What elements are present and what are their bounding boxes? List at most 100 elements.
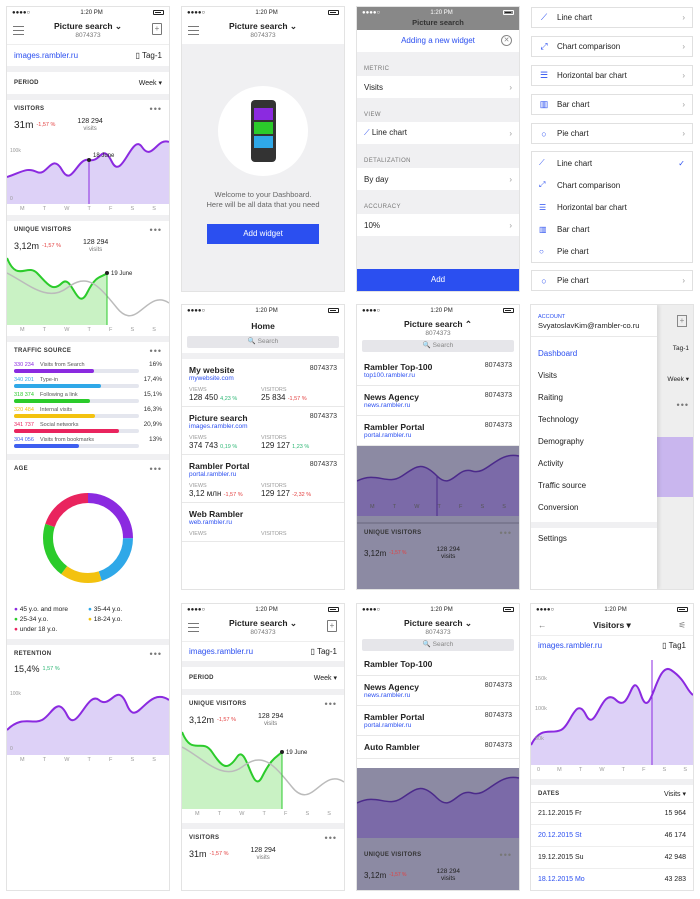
chart-type-option[interactable]: ☰ Horizontal bar chart [539,202,627,212]
traffic-source-bar [14,429,139,433]
site-card[interactable]: 8074373 My website mywebsite.com VIEWS VISI… [182,359,344,407]
site-option[interactable]: 8074373 Auto Rambler [357,736,519,759]
menu-icon[interactable] [188,26,199,38]
dashboard-screen: ●●●●○ 1:20 PM Picture search ⌄ 8074373 + … [7,7,169,890]
more-icon[interactable]: ••• [324,833,337,843]
site-option[interactable]: 8074373 Rambler Portal portal.rambler.ru [357,416,519,446]
view-select[interactable]: ⟋ Line chart › [357,122,519,144]
account-email[interactable]: SvyatoslavKim@rambler-co.ru [538,321,640,330]
traffic-source-bar-fill [14,414,96,418]
site-card[interactable]: 8074373 Rambler Portal portal.rambler.ru V… [182,455,344,503]
chart-comparison-icon: ⤢ [540,41,548,51]
visitors-detail-chart: 150k 100k 50k [531,660,693,765]
menu-item[interactable]: Visits [538,371,557,380]
search-input[interactable]: 🔍 Search [362,340,514,352]
chart-type-pie-chart[interactable]: ○ Pie chart › [531,270,693,291]
more-icon[interactable]: ••• [324,699,337,709]
search-input[interactable]: 🔍 Search [187,336,339,348]
site-card[interactable]: 8074373 Picture search images.rambler.com … [182,407,344,455]
chart-type-option[interactable]: ▥ Bar chart [539,224,590,234]
menu-item[interactable]: Technology [538,415,579,424]
app-title[interactable]: Picture search ⌄ [53,21,123,31]
pie-chart-icon: ○ [541,275,547,286]
period-row[interactable]: PERIOD Week ▾ [14,80,162,87]
site-dropdown-screen: ●●●●○ 1:20 PM Picture search ⌃ 8074373 🔍 S… [357,305,519,589]
menu-item-settings[interactable]: Settings [538,534,567,543]
metric-select[interactable]: Visits › [357,76,519,98]
site-option[interactable]: 8074373 Rambler Portal portal.rambler.ru [357,706,519,736]
chart-type-option[interactable]: ⟋ Line chart › [531,7,693,28]
site-option[interactable]: 8074373 News Agency news.rambler.ru [357,676,519,706]
more-icon[interactable]: ••• [149,649,162,659]
chart-type-option[interactable]: ○ Pie chart › [531,123,693,144]
svg-text:150k: 150k [535,676,547,682]
chart-comparison-icon: ⤢ [539,180,546,189]
unique-visitors-screen: ●●●●○ 1:20 PM Picture search ⌄ 8074373 + im… [182,604,344,890]
welcome-screen: ●●●●○ 1:20 PM Picture search ⌄ 8074373 Wel… [182,7,344,291]
search-input[interactable]: 🔍 Search [362,639,514,651]
chart-type-option[interactable]: ⤢ Chart comparison [539,180,621,190]
retention-chart: 100k 0 [7,691,169,755]
menu-item[interactable]: Traffic source [538,481,587,490]
close-icon[interactable]: ✕ [501,35,512,46]
add-widget-icon[interactable]: + [677,315,687,327]
more-icon[interactable]: ••• [149,346,162,356]
age-legend: ● 45 y.o. and more ● 35-44 y.o. ● 25-34 y.… [7,600,169,639]
menu-item[interactable]: Demography [538,437,584,446]
menu-icon[interactable] [188,623,199,635]
age-donut-chart [43,493,133,583]
add-widget-screen: ●●●●○ 1:20 PM Picture search Adding a new… [357,7,519,291]
menu-item[interactable]: Raiting [538,393,563,402]
bar-chart-icon: ▥ [539,99,549,109]
phone-illustration [218,86,308,176]
page-title: Home [251,321,275,331]
site-card[interactable]: Web Rambler web.rambler.ru VIEWS VISITORS [182,503,344,542]
chart-type-option[interactable]: ○ Pie chart [539,246,589,256]
traffic-source-row: 340 201 Type-in 17,4% [14,376,162,383]
site-url[interactable]: images.rambler.ru [14,51,79,60]
checkmark-icon: ✓ [678,158,685,168]
add-button[interactable]: Add [357,269,519,291]
add-widget-icon[interactable]: + [152,23,162,35]
menu-item[interactable]: Dashboard [538,349,578,358]
battery-icon [502,308,514,313]
svg-text:100k: 100k [10,691,21,697]
site-list: 8074373 My website mywebsite.com VIEWS VISI… [182,359,344,542]
traffic-source-row: 318 374 Following a link 15,1% [14,391,162,398]
chart-type-option[interactable]: ⟋ Line chart ✓ [539,158,685,168]
welcome-text: Welcome to your Dashboard. Here will be … [206,190,320,209]
tag-label[interactable]: ▯ Tag-1 [135,51,163,60]
more-icon[interactable]: ••• [149,225,162,235]
site-option[interactable]: 8074373 Rambler Top-100 top100.rambler.ru [357,356,519,386]
more-icon[interactable]: ••• [149,464,162,474]
menu-item[interactable]: Activity [538,459,564,468]
add-widget-button[interactable]: Add widget [207,224,319,244]
site-dropdown-scrolled-screen: ●●●●○ 1:20 PM Picture search ⌄ 8074373 🔍 S… [357,604,519,890]
accuracy-select[interactable]: 10% › [357,214,519,236]
menu-icon[interactable] [13,26,24,38]
more-icon[interactable]: ••• [499,528,512,538]
unique-visitors-title: UNIQUE VISITORS [14,227,72,233]
chart-type-option[interactable]: ▥ Bar chart › [531,94,693,115]
battery-icon [502,10,514,15]
more-icon[interactable]: ••• [149,104,162,114]
site-option[interactable]: Rambler Top-100 [357,653,519,676]
site-option[interactable]: 8074373 News Agency news.rambler.ru [357,386,519,416]
filter-icon[interactable]: ⚟ [678,620,686,630]
svg-text:50k: 50k [535,736,544,742]
chart-type-option[interactable]: ⤢ Chart comparison › [531,36,693,57]
visitors-value: 31m [14,119,34,131]
back-arrow-icon[interactable]: ← [538,620,547,630]
age-legend-item: ● 35-44 y.o. [88,606,123,613]
chart-type-option[interactable]: ☰ Horizontal bar chart › [531,65,693,86]
age-legend-item: ● 25-34 y.o. [14,616,49,623]
detalization-select[interactable]: By day › [357,168,519,190]
traffic-source-row: 330 234 Visits from Search 16% [14,361,162,368]
horizontal-bar-chart-icon: ☰ [539,70,549,80]
add-widget-icon[interactable]: + [327,620,337,632]
unique-visitors-chart: 19 June [7,257,169,325]
menu-item[interactable]: Conversion [538,503,579,512]
period-select[interactable]: Week ▾ [138,80,162,87]
site-options: Rambler Top-100 8074373 News Agency news.ra… [357,653,519,768]
